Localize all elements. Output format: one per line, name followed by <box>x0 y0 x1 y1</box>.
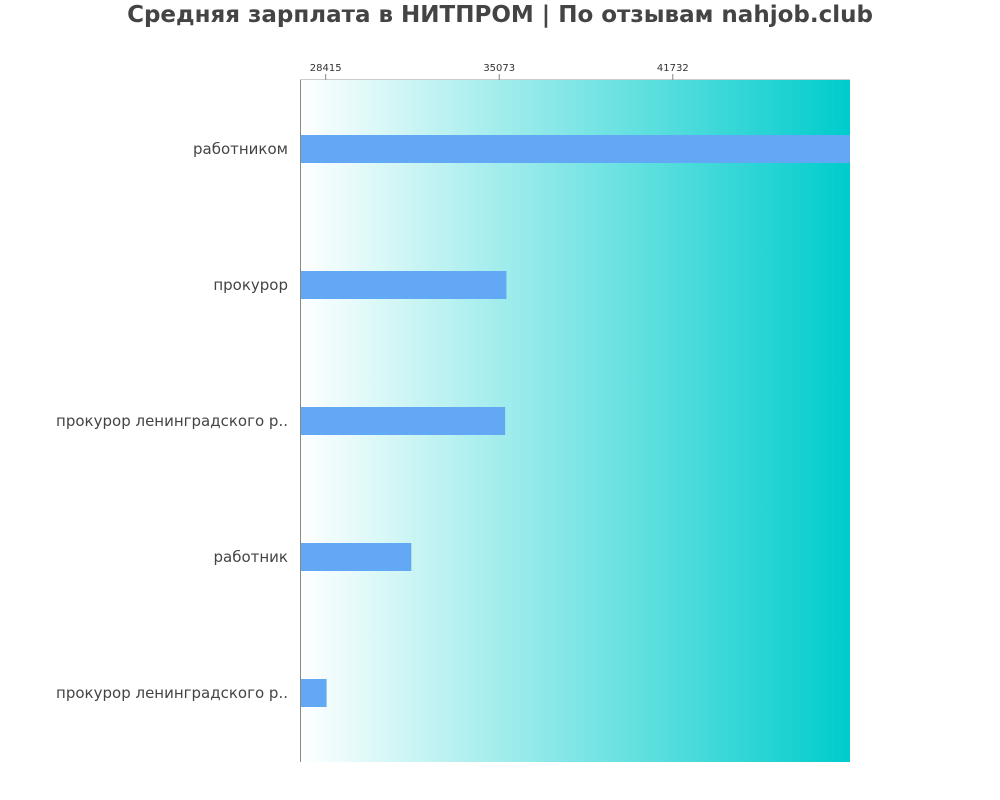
bar-4 <box>300 543 412 571</box>
x-tick-label: 41732 <box>657 63 689 74</box>
bar-2 <box>300 271 507 299</box>
category-label: работник <box>214 548 289 566</box>
bar-5 <box>300 679 327 707</box>
bar-3 <box>300 407 506 435</box>
category-label: прокурор ленинградского р.. <box>56 412 288 430</box>
category-label: работником <box>193 140 288 158</box>
x-tick-label: 28415 <box>310 63 342 74</box>
chart-title: Средняя зарплата в НИТПРОМ | По отзывам … <box>127 2 873 28</box>
category-label: прокурор <box>213 276 288 294</box>
bar-1 <box>300 135 850 163</box>
category-label: прокурор ленинградского р.. <box>56 684 288 702</box>
x-tick-label: 35073 <box>483 63 515 74</box>
